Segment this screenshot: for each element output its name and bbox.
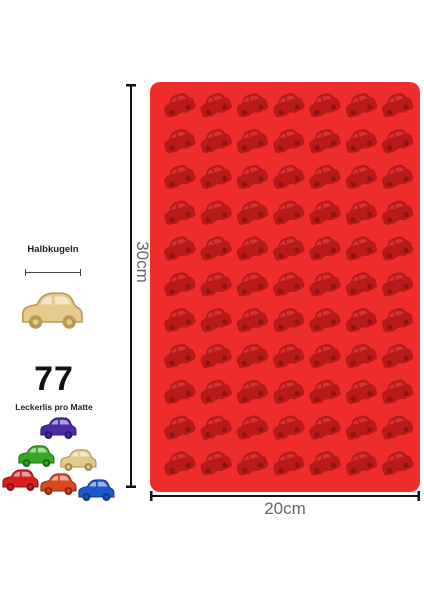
shape-size-indicator bbox=[25, 269, 81, 276]
mold-cavity bbox=[236, 415, 269, 440]
mold-cavity bbox=[272, 415, 305, 440]
mold-cavity bbox=[272, 200, 305, 225]
mold-cavity bbox=[200, 343, 233, 369]
mold-cavity bbox=[236, 272, 269, 297]
mold-cavity bbox=[272, 236, 305, 261]
silicone-mold-mat bbox=[150, 82, 420, 492]
height-dimension-label: 30cm bbox=[133, 241, 152, 283]
mold-cavity bbox=[381, 93, 414, 118]
height-dimension-line bbox=[126, 84, 136, 488]
width-dimension-line bbox=[150, 491, 420, 501]
mold-cavity bbox=[381, 164, 414, 190]
yellow-car-icon bbox=[22, 292, 83, 329]
mold-cavity bbox=[309, 308, 341, 333]
mold-cavity bbox=[309, 272, 341, 297]
mold-cavity bbox=[345, 236, 378, 261]
mold-cavity bbox=[236, 128, 269, 154]
mold-cavity bbox=[236, 200, 269, 225]
mold-cavity bbox=[272, 272, 305, 297]
purple-car-icon bbox=[40, 417, 77, 439]
mold-cavity bbox=[272, 343, 305, 369]
mold-cavity bbox=[345, 379, 378, 404]
mold-cavity bbox=[200, 236, 233, 261]
mold-cavity bbox=[345, 308, 378, 333]
mold-cavity bbox=[272, 451, 305, 476]
mold-cavity bbox=[381, 272, 414, 297]
mold-cavity bbox=[309, 236, 341, 261]
blue-car-icon bbox=[78, 479, 115, 501]
mold-cavity bbox=[164, 128, 196, 154]
treat-count-label: Leckerlis pro Matte bbox=[15, 402, 93, 412]
mold-cavity bbox=[236, 308, 269, 333]
mold-cavity bbox=[309, 128, 341, 154]
mold-cavity bbox=[200, 200, 233, 225]
mold-cavity bbox=[236, 93, 269, 118]
mold-cavity bbox=[236, 379, 269, 404]
mold-cavity bbox=[272, 379, 305, 404]
mold-cavity bbox=[200, 164, 233, 190]
mold-cavity bbox=[381, 128, 414, 154]
treat-count: 77 bbox=[34, 360, 74, 398]
mold-cavity bbox=[200, 415, 233, 440]
mold-cavity bbox=[164, 379, 196, 404]
mold-cavity bbox=[164, 343, 196, 369]
mold-cavity bbox=[200, 272, 233, 297]
mold-cavity bbox=[309, 379, 341, 404]
mold-cavity bbox=[309, 164, 341, 190]
mold-cavity bbox=[345, 272, 378, 297]
mold-cavity bbox=[272, 308, 305, 333]
mold-cavity bbox=[272, 128, 305, 154]
mold-cavity bbox=[381, 343, 414, 369]
mold-cavity bbox=[381, 451, 414, 476]
mold-cavity bbox=[200, 379, 233, 404]
mold-cavity bbox=[164, 164, 196, 190]
mold-cavity bbox=[164, 308, 196, 333]
mold-cavity bbox=[236, 236, 269, 261]
mold-cavity bbox=[381, 236, 414, 261]
mold-cavity bbox=[200, 451, 233, 476]
mold-cavity bbox=[381, 200, 414, 225]
mold-cavity bbox=[345, 451, 378, 476]
mold-cavity bbox=[164, 93, 196, 118]
mold-cavity bbox=[200, 93, 233, 118]
mold-cavity bbox=[236, 164, 269, 190]
mold-cavity bbox=[381, 379, 414, 404]
mold-cavity bbox=[164, 200, 196, 225]
mold-cavity bbox=[345, 415, 378, 440]
orange-car-icon bbox=[40, 473, 77, 495]
red-car-icon bbox=[2, 469, 39, 491]
mold-cavity bbox=[309, 343, 341, 369]
mold-cavity bbox=[164, 236, 196, 261]
mold-cavity bbox=[381, 308, 414, 333]
beige-car-icon bbox=[60, 449, 97, 471]
mold-cavity bbox=[272, 164, 305, 190]
mold-cavity bbox=[200, 308, 233, 333]
mold-cavity bbox=[309, 415, 341, 440]
mold-cavity bbox=[272, 93, 305, 118]
green-car-icon bbox=[18, 445, 55, 467]
mold-cavity bbox=[164, 451, 196, 476]
mold-cavity bbox=[200, 128, 233, 154]
mold-cavity bbox=[236, 451, 269, 476]
mold-cavity bbox=[164, 415, 196, 440]
mold-cavity bbox=[309, 93, 341, 118]
mold-cavity bbox=[345, 343, 378, 369]
colored-car-group bbox=[2, 417, 115, 501]
mold-cavity bbox=[345, 164, 378, 190]
mold-cavity bbox=[309, 451, 341, 476]
mold-cavity bbox=[345, 128, 378, 154]
mold-cavity bbox=[345, 200, 378, 225]
mold-cavity bbox=[381, 415, 414, 440]
width-dimension-label: 20cm bbox=[264, 499, 306, 518]
mold-cavity bbox=[164, 272, 196, 297]
mold-cavity bbox=[345, 93, 378, 118]
mold-cavity bbox=[236, 343, 269, 369]
shape-label: Halbkugeln bbox=[27, 244, 79, 255]
mold-cavity bbox=[309, 200, 341, 225]
